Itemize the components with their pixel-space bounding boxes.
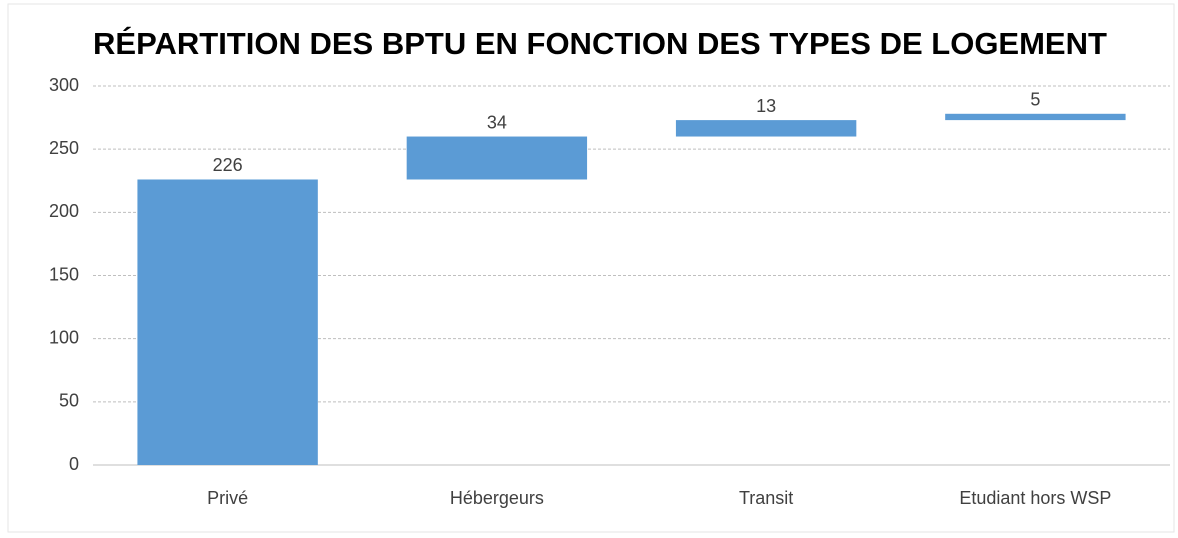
y-tick-label: 300 [49,75,79,95]
x-tick-label: Privé [207,488,248,508]
chart-title: RÉPARTITION DES BPTU EN FONCTION DES TYP… [93,26,1107,61]
y-tick-label: 50 [59,391,79,411]
data-label: 5 [1030,90,1040,110]
y-tick-label: 0 [69,454,79,474]
data-label: 34 [487,112,507,132]
bar [137,179,318,465]
bar [675,120,857,137]
bar [406,136,588,180]
y-tick-label: 250 [49,138,79,158]
x-tick-label: Transit [739,488,793,508]
y-tick-label: 100 [49,327,79,347]
bar [945,113,1126,121]
x-tick-label: Hébergeurs [450,488,544,508]
data-label: 13 [756,96,776,116]
x-tick-label: Etudiant hors WSP [959,488,1111,508]
data-label: 226 [213,155,243,175]
y-tick-label: 150 [49,264,79,284]
y-tick-label: 200 [49,201,79,221]
